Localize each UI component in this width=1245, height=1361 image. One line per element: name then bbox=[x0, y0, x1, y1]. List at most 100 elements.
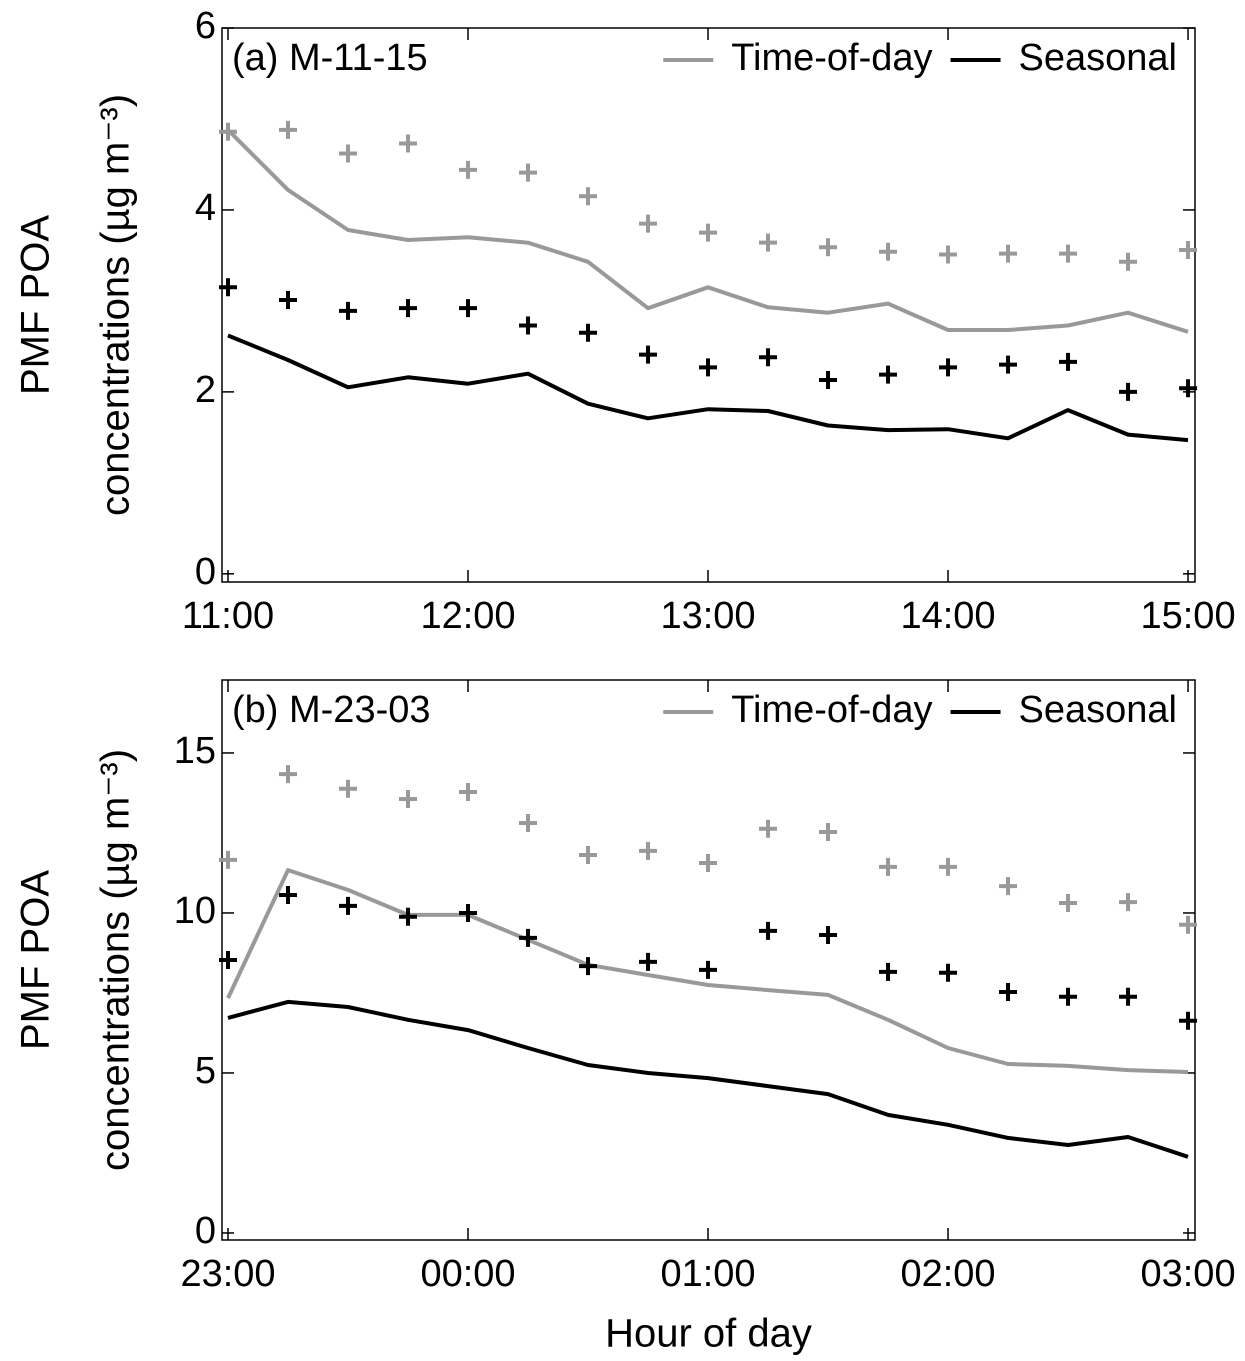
y-tick-label: 0 bbox=[195, 1210, 216, 1252]
plus-marker bbox=[999, 355, 1018, 374]
plus-marker bbox=[699, 223, 718, 242]
plus-marker bbox=[699, 358, 718, 377]
plus-marker bbox=[219, 122, 237, 141]
plus-marker bbox=[1179, 1011, 1198, 1030]
plus-marker bbox=[939, 963, 958, 982]
x-tick-label: 12:00 bbox=[420, 595, 515, 637]
x-tick-label: 02:00 bbox=[900, 1253, 995, 1295]
plus-marker bbox=[939, 245, 958, 264]
plus-marker bbox=[519, 316, 538, 335]
plus-marker bbox=[1119, 893, 1138, 912]
plus-marker bbox=[459, 160, 478, 179]
plus-marker bbox=[519, 928, 538, 947]
y-axis-label: PMF POA bbox=[14, 870, 58, 1050]
plus-marker bbox=[279, 120, 298, 139]
panel-label: (a) M-11-15 bbox=[232, 37, 428, 79]
plus-marker bbox=[399, 907, 418, 926]
y-tick-label: 4 bbox=[195, 187, 216, 229]
plus-marker bbox=[999, 244, 1018, 263]
y-tick-label: 15 bbox=[174, 730, 216, 772]
plus-marker bbox=[699, 854, 718, 873]
x-tick-label: 03:00 bbox=[1140, 1253, 1235, 1295]
plus-marker bbox=[759, 921, 778, 940]
y-tick-label: 0 bbox=[195, 551, 216, 593]
plus-marker bbox=[219, 951, 237, 969]
x-tick-label: 11:00 bbox=[182, 595, 274, 637]
plus-marker bbox=[879, 962, 898, 981]
plus-marker bbox=[1059, 987, 1078, 1006]
plus-marker bbox=[759, 348, 778, 367]
plus-marker bbox=[339, 896, 358, 915]
plus-marker bbox=[519, 163, 538, 182]
plus-marker bbox=[819, 823, 838, 841]
plus-marker bbox=[459, 783, 478, 801]
plus-marker bbox=[819, 371, 838, 390]
x-tick-label: 14:00 bbox=[900, 595, 995, 637]
plus-marker bbox=[1179, 379, 1198, 398]
x-tick-label: 00:00 bbox=[420, 1253, 515, 1295]
legend-label: Seasonal bbox=[1019, 37, 1177, 79]
plus-marker bbox=[879, 365, 898, 384]
series-line bbox=[226, 128, 1189, 334]
plus-marker bbox=[579, 957, 598, 976]
plus-marker bbox=[939, 857, 958, 876]
plus-marker bbox=[999, 983, 1018, 1001]
plus-marker bbox=[639, 841, 658, 860]
x-tick-label: 23:00 bbox=[180, 1253, 275, 1295]
plus-marker bbox=[399, 134, 418, 153]
plus-marker bbox=[339, 144, 358, 163]
plus-marker bbox=[1119, 987, 1138, 1006]
plus-marker bbox=[1059, 352, 1078, 371]
plus-marker bbox=[1059, 894, 1078, 913]
plus-marker bbox=[879, 242, 898, 261]
plus-marker bbox=[999, 877, 1018, 896]
plus-marker bbox=[579, 187, 598, 206]
plus-marker bbox=[699, 960, 718, 979]
series-line bbox=[226, 868, 1189, 1074]
plot-frame bbox=[221, 679, 1196, 1241]
plus-marker bbox=[759, 819, 778, 838]
plus-marker bbox=[279, 765, 298, 784]
plus-marker bbox=[399, 299, 418, 318]
plus-marker bbox=[879, 857, 898, 876]
x-axis-label: Hour of day bbox=[605, 1312, 812, 1356]
plus-marker bbox=[579, 846, 598, 865]
plus-marker bbox=[219, 278, 237, 297]
plus-marker bbox=[1059, 244, 1078, 263]
series-line bbox=[227, 333, 1189, 443]
plus-marker bbox=[639, 952, 658, 971]
x-tick-label: 01:00 bbox=[660, 1253, 755, 1295]
plus-marker bbox=[759, 233, 778, 252]
plus-marker bbox=[639, 345, 658, 364]
y-tick-label: 6 bbox=[195, 5, 216, 47]
plus-marker bbox=[1119, 252, 1138, 271]
plus-marker bbox=[459, 299, 478, 318]
plus-marker bbox=[459, 903, 478, 922]
plus-marker bbox=[639, 214, 658, 233]
y-tick-label: 10 bbox=[174, 890, 216, 932]
plus-marker bbox=[339, 779, 358, 798]
plus-marker bbox=[1179, 915, 1198, 934]
plus-marker bbox=[519, 814, 538, 833]
plot-frame bbox=[221, 27, 1196, 583]
plus-marker bbox=[339, 301, 358, 320]
plus-marker bbox=[579, 323, 598, 342]
legend-label: Seasonal bbox=[1019, 689, 1177, 731]
y-tick-label: 2 bbox=[195, 369, 216, 411]
plus-marker bbox=[279, 886, 298, 905]
plus-marker bbox=[819, 926, 838, 945]
legend-label: Time-of-day bbox=[731, 37, 932, 79]
y-tick-label: 5 bbox=[195, 1050, 216, 1092]
y-axis-label: concentrations (µg m⁻³) bbox=[94, 94, 138, 516]
panel-label: (b) M-23-03 bbox=[232, 689, 431, 731]
plus-marker bbox=[1179, 240, 1198, 259]
plus-marker bbox=[219, 850, 237, 869]
plus-marker bbox=[819, 238, 838, 257]
series-line bbox=[227, 999, 1189, 1159]
y-axis-label: PMF POA bbox=[14, 215, 58, 395]
legend-label: Time-of-day bbox=[731, 689, 932, 731]
plus-marker bbox=[939, 358, 958, 377]
plus-marker bbox=[279, 290, 298, 309]
